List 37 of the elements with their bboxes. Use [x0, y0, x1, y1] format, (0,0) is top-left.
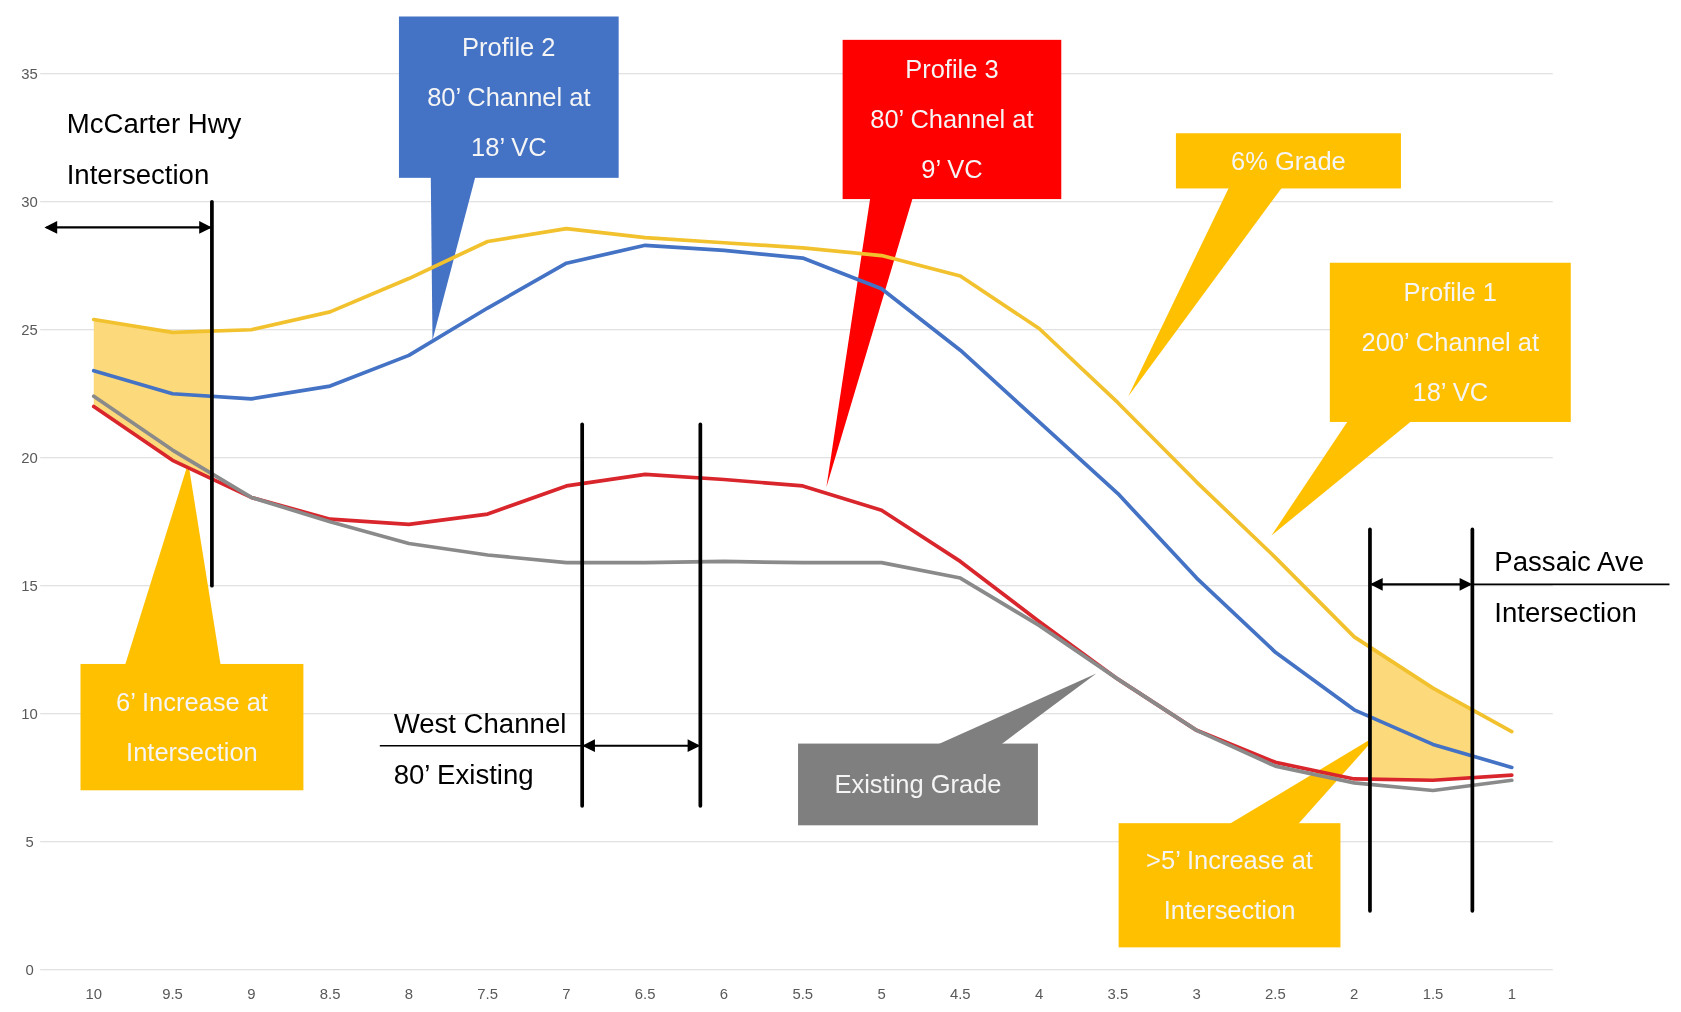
annotation: McCarter Hwy Intersection — [66, 108, 242, 191]
y-tick-label: 5 — [25, 833, 34, 850]
x-tick-label: 2 — [1350, 986, 1359, 1003]
y-tick-label: 0 — [25, 961, 34, 978]
annotation: Profile 2 80’ Channel at 18’ VC — [427, 33, 591, 161]
x-tick-label: 3 — [1192, 986, 1201, 1003]
x-tick-label: 9 — [247, 986, 256, 1003]
x-tick-label: 5.5 — [792, 986, 814, 1003]
y-tick-label: 10 — [21, 705, 38, 722]
annotation: 6’ Increase at Intersection — [115, 688, 268, 766]
x-tick-label: 7.5 — [477, 986, 498, 1003]
x-tick-label: 4.5 — [949, 986, 971, 1003]
x-tick-label: 5 — [877, 986, 886, 1003]
x-tick-label: 6.5 — [634, 986, 656, 1003]
annotation: 6% Grade — [1231, 146, 1346, 175]
x-tick-label: 8 — [404, 986, 413, 1003]
x-tick-label: 7 — [562, 986, 571, 1003]
x-tick-label: 10 — [85, 986, 103, 1003]
annotation: Existing Grade — [834, 770, 1002, 799]
annotation: >5’ Increase at Intersection — [1146, 846, 1313, 925]
x-tick-label: 2.5 — [1265, 986, 1286, 1003]
x-tick-label: 9.5 — [162, 986, 183, 1003]
annotation: West Channel 80’ Existing — [393, 707, 567, 790]
x-tick-label: 3.5 — [1107, 986, 1129, 1003]
annotation: Profile 1 200’ Channel at 18’ VC — [1361, 278, 1540, 407]
x-tick-label: 6 — [719, 986, 729, 1003]
x-tick-label: 8.5 — [319, 986, 341, 1003]
y-tick-label: 15 — [21, 577, 38, 594]
y-tick-label: 35 — [21, 66, 38, 83]
x-tick-label: 1 — [1507, 986, 1516, 1003]
y-tick-label: 30 — [21, 193, 38, 210]
y-tick-label: 25 — [21, 321, 38, 338]
x-tick-label: 1.5 — [1422, 986, 1444, 1003]
annotation: Passaic Ave Intersection — [1494, 545, 1645, 628]
annotation: Profile 3 80’ Channel at 9’ VC — [870, 55, 1034, 184]
x-tick-label: 4 — [1034, 986, 1044, 1003]
y-tick-label: 20 — [21, 449, 38, 466]
